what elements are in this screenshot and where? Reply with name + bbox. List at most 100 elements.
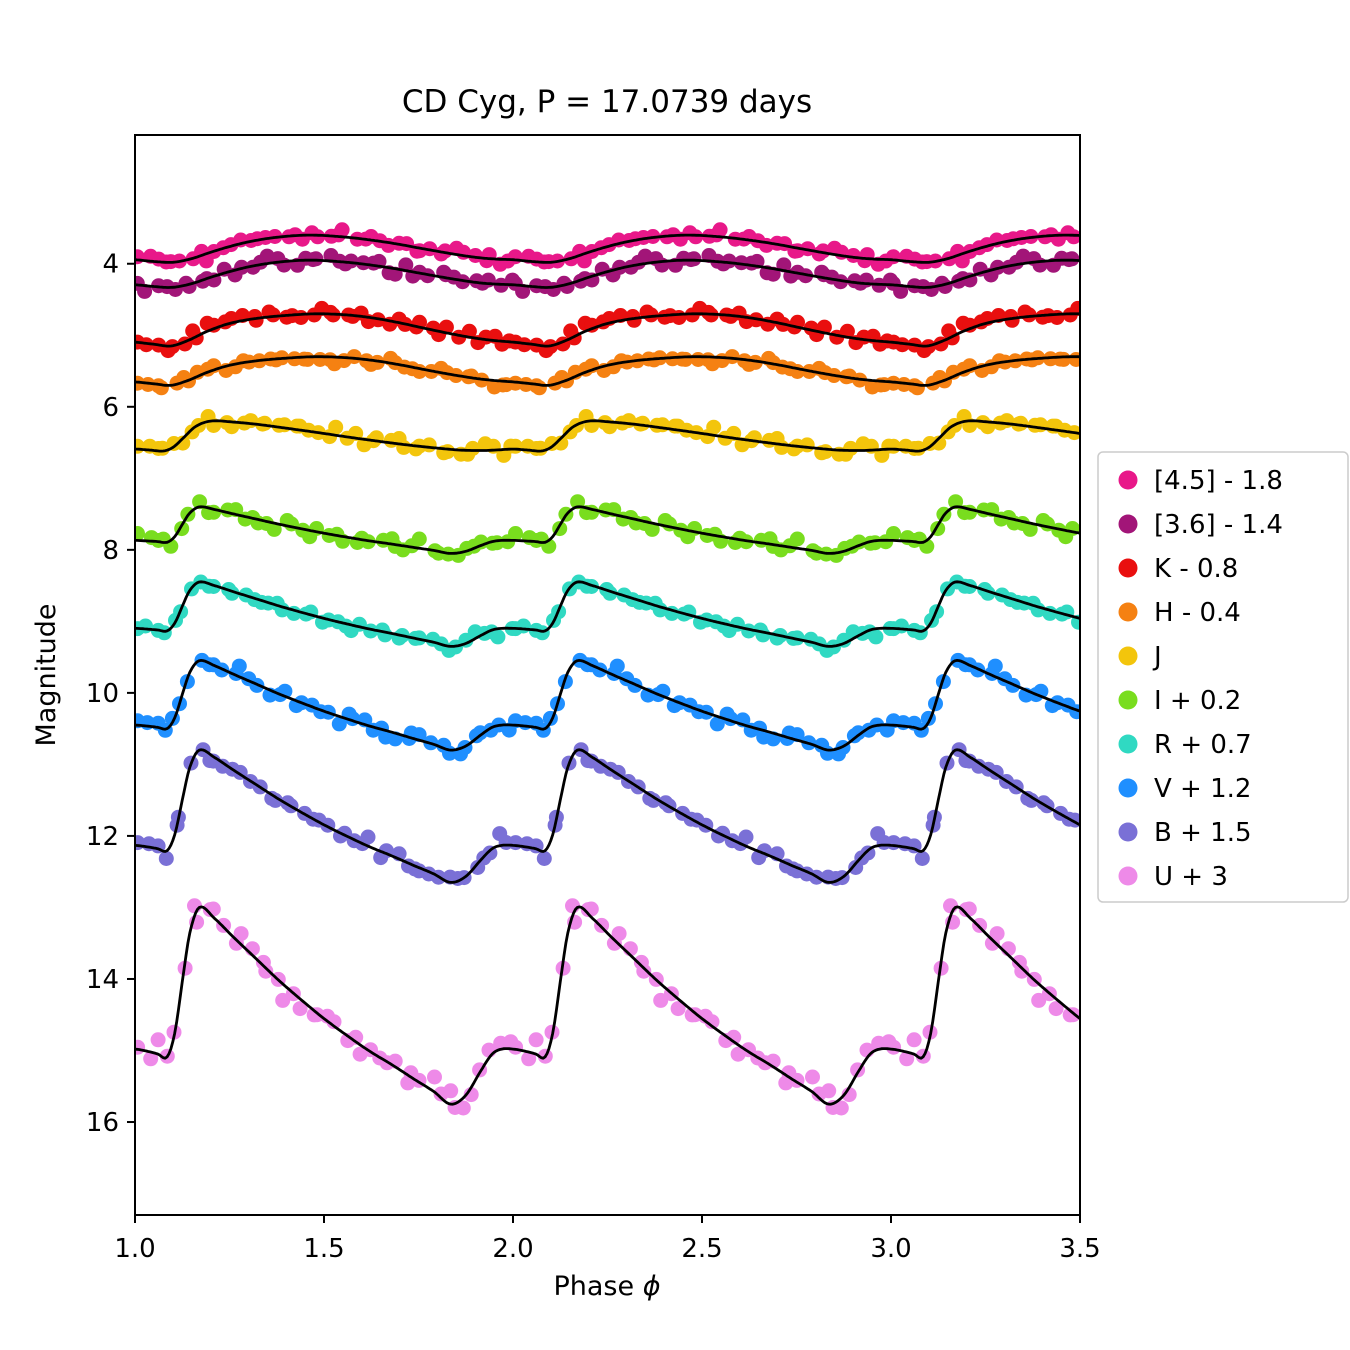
data-point [1064,251,1080,267]
data-point [818,444,834,460]
data-point [670,1001,686,1017]
legend-marker [1118,778,1138,798]
data-point [233,926,249,942]
data-point [738,829,754,845]
legend-marker [1118,734,1138,754]
axes-ticks: 1.0 1.5 2.0 2.5 3.0 3.5 4 6 8 10 12 14 16 [86,250,1101,1264]
data-point [531,380,547,396]
legend-item-k-0.8: K - 0.8 [1118,554,1238,584]
data-point [348,1029,364,1045]
x-tick-label: 1.5 [303,1234,344,1264]
data-point [461,323,477,339]
data-point [726,1029,742,1045]
x-tick-label: 3.0 [870,1234,911,1264]
data-point [1031,992,1047,1008]
data-point [331,716,347,732]
data-point [258,963,274,979]
data-point [636,963,652,979]
data-point [583,901,599,917]
data-point [799,437,815,453]
data-point [833,1100,849,1116]
data-point [346,349,362,365]
data-point [275,992,291,1008]
data-point [876,835,892,850]
legend-marker [1118,866,1138,886]
data-point [789,531,805,547]
data-point [881,438,897,454]
x-axis-label-text: Phase [553,1271,642,1302]
data-point [293,310,309,325]
phi-symbol: ϕ [643,1271,661,1302]
data-point [570,494,586,510]
legend-label: U + 3 [1154,862,1228,892]
plot-frame [134,134,1081,1216]
data-point [427,1069,442,1085]
series-r-0.7 [135,574,1080,658]
legend-item-j: J [1118,642,1162,672]
data-point [326,1014,342,1030]
legend-marker [1118,514,1138,534]
legend-label: [4.5] - 1.8 [1154,466,1283,496]
series-h-0.4 [135,349,1080,396]
data-point [192,494,208,510]
data-point [845,248,861,263]
fit-line [135,312,1080,348]
x-tick-label: 2.0 [492,1234,533,1264]
data-point [653,992,669,1008]
series-j [135,409,1080,463]
data-point [135,526,145,541]
data-point [671,310,687,325]
data-point [644,521,660,537]
data-point [931,435,947,451]
data-point [906,1032,922,1048]
data-point [899,1051,915,1067]
data-point [721,253,737,269]
data-point [724,349,740,365]
data-point [1048,1001,1064,1017]
data-point [328,419,344,435]
data-point [626,312,642,328]
y-tick-label: 8 [102,536,119,566]
data-point [153,380,169,396]
series-i-0.2 [135,494,1080,563]
data-point [143,1051,159,1067]
legend-marker [1118,558,1138,578]
data-point [1004,312,1020,328]
legend-label: H - 0.4 [1154,598,1241,628]
legend-marker [1118,822,1138,842]
y-tick-label: 14 [86,965,119,995]
data-point [989,926,1005,942]
fit-line [135,505,1080,555]
data-point [876,377,892,393]
data-point [948,494,964,510]
data-point [688,229,704,245]
data-point [1049,310,1065,325]
data-point [1066,229,1080,245]
fit-line [135,659,1080,752]
fit-line [135,905,1080,1106]
series-k-0.8 [135,300,1080,359]
legend-marker [1118,690,1138,710]
data-point [503,438,519,454]
data-point [360,829,376,845]
data-point [805,1069,820,1085]
legend-item-h-0.4: H - 0.4 [1118,598,1241,628]
data-point [490,629,506,645]
x-tick-label: 2.5 [681,1234,722,1264]
data-point [440,444,456,460]
data-point [643,307,659,323]
data-point [611,926,627,942]
legend-label: V + 1.2 [1154,774,1251,804]
data-point [231,658,247,674]
data-point [909,380,925,396]
data-point [1023,792,1039,808]
y-tick-label: 16 [86,1108,119,1138]
data-point [500,253,516,269]
fit-line [135,233,1080,264]
y-tick-label: 10 [86,679,119,709]
data-point [266,521,282,537]
data-point [755,627,771,643]
legend-label: I + 0.2 [1154,686,1241,716]
data-point [553,435,569,451]
x-tick-label: 1.0 [114,1234,155,1264]
